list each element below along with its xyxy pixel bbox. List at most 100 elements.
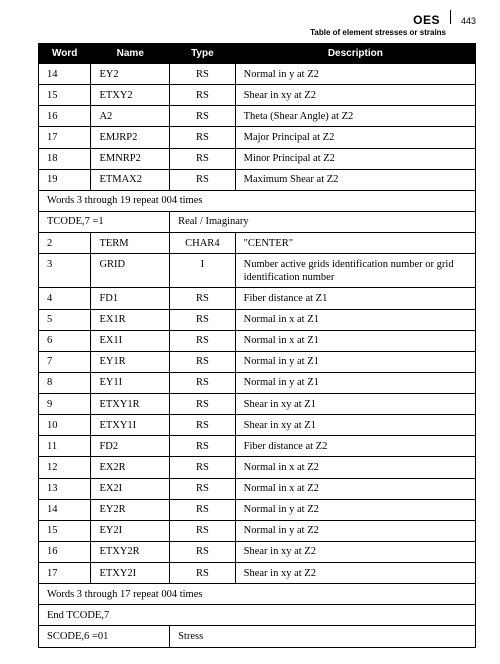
cell-type: RS bbox=[170, 330, 236, 351]
cell-description: Major Principal at Z2 bbox=[235, 127, 475, 148]
cell-description: Shear in xy at Z2 bbox=[235, 541, 475, 562]
cell-type: RS bbox=[170, 394, 236, 415]
table-row: 16ETXY2RRSShear in xy at Z2 bbox=[39, 541, 476, 562]
cell-name: EY1I bbox=[91, 372, 170, 393]
cell-description: Normal in x at Z1 bbox=[235, 330, 475, 351]
cell-name: ETXY2 bbox=[91, 85, 170, 106]
table-row: 6EX1IRSNormal in x at Z1 bbox=[39, 330, 476, 351]
cell-word: 11 bbox=[39, 436, 91, 457]
cell-name: TERM bbox=[91, 233, 170, 254]
cell-description: Normal in x at Z2 bbox=[235, 478, 475, 499]
cell-name: FD1 bbox=[91, 288, 170, 309]
cell-name: ETXY2I bbox=[91, 563, 170, 584]
table-row: 10ETXY1IRSShear in xy at Z1 bbox=[39, 415, 476, 436]
cell-description: "CENTER" bbox=[235, 233, 475, 254]
cell-type: RS bbox=[170, 563, 236, 584]
cell-type: RS bbox=[170, 372, 236, 393]
cell-word: 7 bbox=[39, 351, 91, 372]
cell-description: Shear in xy at Z2 bbox=[235, 85, 475, 106]
table-row: 17ETXY2IRSShear in xy at Z2 bbox=[39, 563, 476, 584]
cell-type: RS bbox=[170, 106, 236, 127]
table-row: 18EMNRP2RSMinor Principal at Z2 bbox=[39, 148, 476, 169]
cell-description: Minor Principal at Z2 bbox=[235, 148, 475, 169]
table-row: 9ETXY1RRSShear in xy at Z1 bbox=[39, 394, 476, 415]
table-row: 14EY2RSNormal in y at Z2 bbox=[39, 64, 476, 85]
cell-name: ETXY2R bbox=[91, 541, 170, 562]
table-row: 17EMJRP2RSMajor Principal at Z2 bbox=[39, 127, 476, 148]
table-row: 12EX2RRSNormal in x at Z2 bbox=[39, 457, 476, 478]
cell-name: EY2 bbox=[91, 64, 170, 85]
cell-type: CHAR4 bbox=[170, 233, 236, 254]
cell-type: I bbox=[170, 254, 236, 288]
cell-word: 15 bbox=[39, 85, 91, 106]
table-row: 15ETXY2RSShear in xy at Z2 bbox=[39, 85, 476, 106]
cell-description: Normal in x at Z1 bbox=[235, 309, 475, 330]
cell-word: 14 bbox=[39, 64, 91, 85]
cell-name: EMJRP2 bbox=[91, 127, 170, 148]
cell-word: 3 bbox=[39, 254, 91, 288]
cell-type: RS bbox=[170, 499, 236, 520]
cell-description: Shear in xy at Z1 bbox=[235, 394, 475, 415]
table-row: Words 3 through 19 repeat 004 times bbox=[39, 190, 476, 211]
cell-word: 19 bbox=[39, 169, 91, 190]
cell-type: RS bbox=[170, 148, 236, 169]
cell-word: 18 bbox=[39, 148, 91, 169]
cell-type: RS bbox=[170, 288, 236, 309]
table-row: 4FD1RSFiber distance at Z1 bbox=[39, 288, 476, 309]
header-oes: OES bbox=[413, 13, 440, 27]
cell-type: RS bbox=[170, 436, 236, 457]
cell-word: 4 bbox=[39, 288, 91, 309]
cell-name: EX1R bbox=[91, 309, 170, 330]
cell-fullspan: End TCODE,7 bbox=[39, 605, 476, 626]
table-row: Words 3 through 17 repeat 004 times bbox=[39, 584, 476, 605]
cell-description: Normal in x at Z2 bbox=[235, 457, 475, 478]
cell-right-span: Real / Imaginary bbox=[170, 211, 476, 232]
cell-word: 9 bbox=[39, 394, 91, 415]
cell-type: RS bbox=[170, 478, 236, 499]
cell-left-span: TCODE,7 =1 bbox=[39, 211, 170, 232]
cell-word: 10 bbox=[39, 415, 91, 436]
cell-left-span: SCODE,6 =01 bbox=[39, 626, 170, 647]
element-stresses-table: Word Name Type Description 14EY2RSNormal… bbox=[38, 43, 476, 648]
cell-name: EX2R bbox=[91, 457, 170, 478]
page-header: OES 443 Table of element stresses or str… bbox=[38, 10, 476, 37]
cell-word: 16 bbox=[39, 541, 91, 562]
cell-description: Normal in y at Z2 bbox=[235, 499, 475, 520]
page-number: 443 bbox=[461, 16, 476, 26]
table-row: 3GRIDINumber active grids identification… bbox=[39, 254, 476, 288]
cell-type: RS bbox=[170, 520, 236, 541]
cell-description: Theta (Shear Angle) at Z2 bbox=[235, 106, 475, 127]
cell-name: EY1R bbox=[91, 351, 170, 372]
cell-description: Normal in y at Z1 bbox=[235, 372, 475, 393]
cell-fullspan: Words 3 through 19 repeat 004 times bbox=[39, 190, 476, 211]
cell-name: EY2I bbox=[91, 520, 170, 541]
cell-word: 14 bbox=[39, 499, 91, 520]
table-row: 5EX1RRSNormal in x at Z1 bbox=[39, 309, 476, 330]
cell-name: EY2R bbox=[91, 499, 170, 520]
table-row: 19ETMAX2RSMaximum Shear at Z2 bbox=[39, 169, 476, 190]
cell-word: 2 bbox=[39, 233, 91, 254]
cell-description: Fiber distance at Z1 bbox=[235, 288, 475, 309]
cell-name: GRID bbox=[91, 254, 170, 288]
cell-type: RS bbox=[170, 169, 236, 190]
cell-type: RS bbox=[170, 351, 236, 372]
cell-description: Maximum Shear at Z2 bbox=[235, 169, 475, 190]
table-row: 16A2RSTheta (Shear Angle) at Z2 bbox=[39, 106, 476, 127]
cell-type: RS bbox=[170, 541, 236, 562]
col-header-name: Name bbox=[91, 44, 170, 64]
cell-name: FD2 bbox=[91, 436, 170, 457]
table-header-row: Word Name Type Description bbox=[39, 44, 476, 64]
cell-word: 17 bbox=[39, 127, 91, 148]
cell-name: EMNRP2 bbox=[91, 148, 170, 169]
cell-description: Shear in xy at Z2 bbox=[235, 563, 475, 584]
col-header-word: Word bbox=[39, 44, 91, 64]
col-header-type: Type bbox=[170, 44, 236, 64]
cell-type: RS bbox=[170, 309, 236, 330]
cell-word: 5 bbox=[39, 309, 91, 330]
cell-name: ETMAX2 bbox=[91, 169, 170, 190]
cell-description: Shear in xy at Z1 bbox=[235, 415, 475, 436]
cell-type: RS bbox=[170, 64, 236, 85]
header-divider bbox=[450, 10, 451, 24]
table-row: SCODE,6 =01Stress bbox=[39, 626, 476, 647]
cell-description: Normal in y at Z2 bbox=[235, 520, 475, 541]
